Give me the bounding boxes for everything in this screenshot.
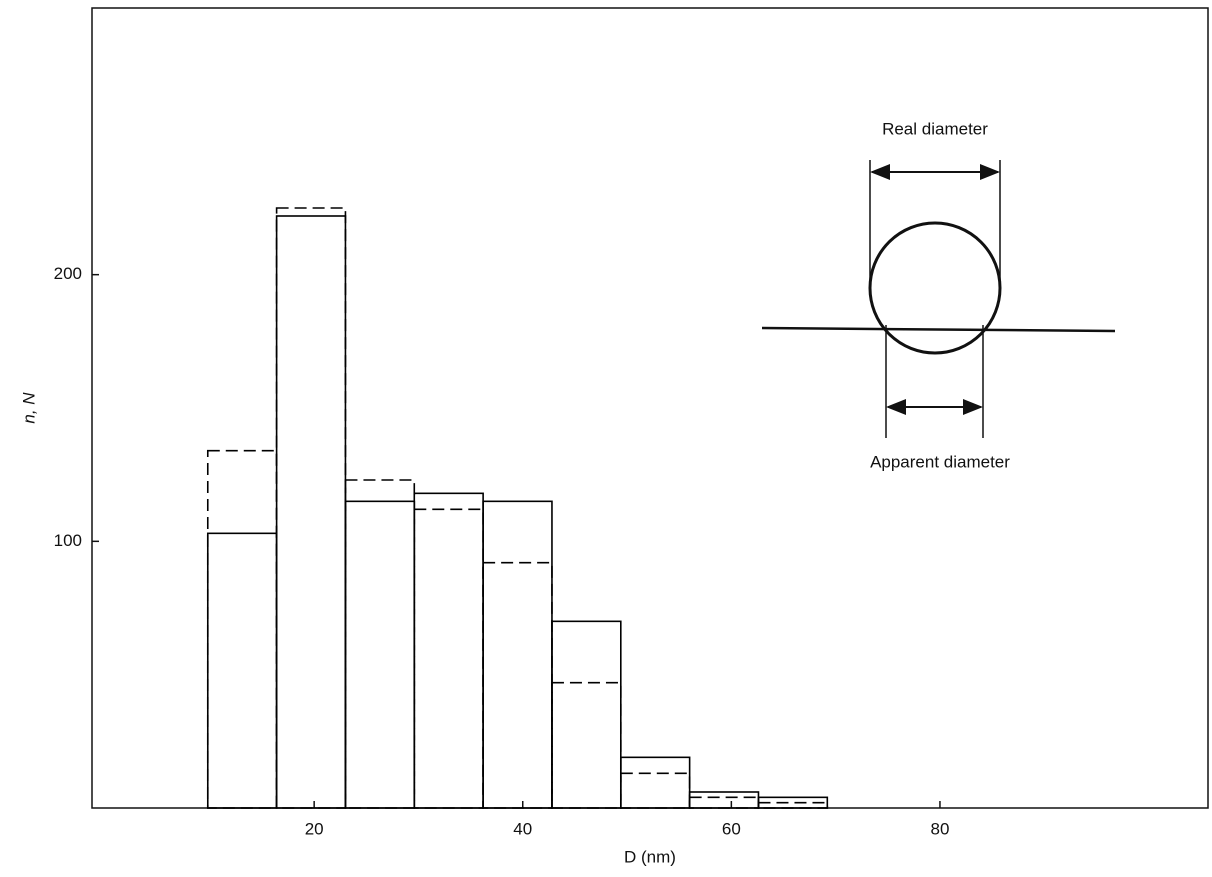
histogram-bar — [413, 492, 484, 809]
histogram-bar — [619, 756, 691, 809]
histogram-bar — [206, 532, 278, 809]
x-tick-label: 40 — [513, 819, 532, 838]
histogram-bar — [344, 479, 416, 809]
histogram-bar — [482, 500, 553, 809]
y-tick-label: 100 — [54, 531, 82, 550]
histogram-bar — [275, 215, 347, 809]
y-axis-label: n, N — [19, 392, 38, 424]
histogram-bar — [688, 796, 760, 809]
histogram-bar — [688, 791, 760, 809]
histogram-bar — [757, 796, 829, 809]
annotation: Apparent diameter — [870, 452, 1010, 471]
x-tick-label: 20 — [305, 819, 324, 838]
histogram-bar — [413, 508, 484, 809]
x-tick-label: 80 — [930, 819, 949, 838]
y-tick-label: 200 — [54, 264, 82, 283]
histogram-bar — [551, 620, 622, 809]
x-axis-label: D (nm) — [624, 847, 676, 866]
histogram-bar — [344, 500, 416, 809]
plot-frame — [91, 7, 1209, 809]
annotation: Real diameter — [882, 119, 988, 138]
histogram-bar — [551, 681, 622, 809]
histogram-bar — [482, 561, 553, 809]
histogram-bar — [275, 207, 347, 809]
histogram-bar — [619, 772, 691, 809]
inset-diagram — [761, 160, 1116, 438]
x-tick-label: 60 — [722, 819, 741, 838]
histogram-bar — [206, 449, 278, 809]
